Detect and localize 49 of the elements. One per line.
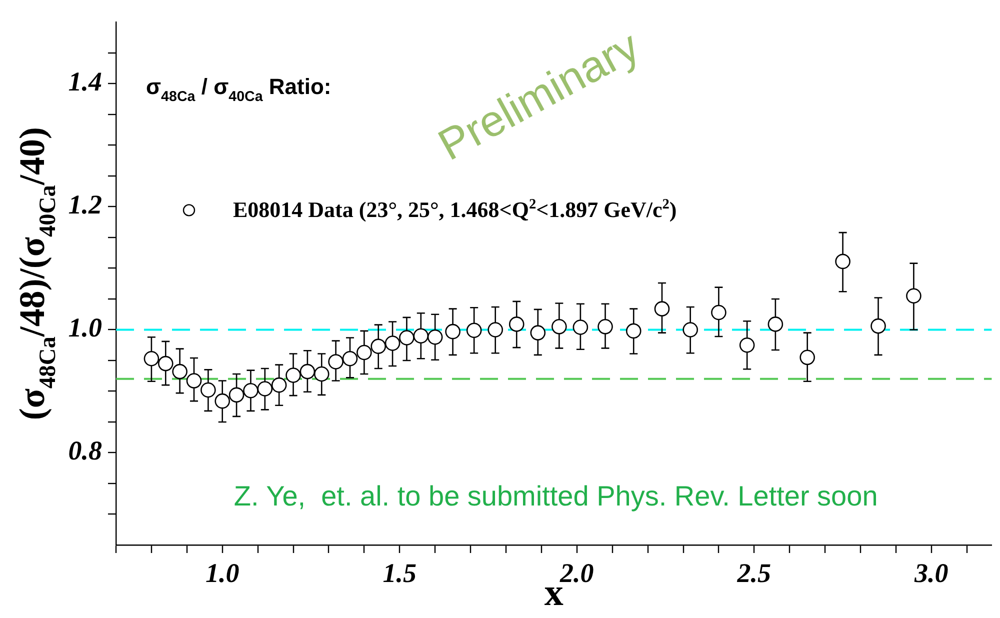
y-tick-label: 0.8 bbox=[68, 436, 102, 466]
point bbox=[200, 382, 216, 398]
x-tick-label: 1.5 bbox=[382, 558, 417, 588]
point bbox=[870, 318, 886, 334]
point bbox=[186, 373, 202, 388]
annotation: Z. Ye, et. al. to be submitted Phys. Rev. Letter soon bbox=[234, 480, 878, 512]
point bbox=[271, 377, 287, 393]
y-tick-label: 1.2 bbox=[68, 190, 102, 220]
point bbox=[384, 336, 400, 351]
point bbox=[144, 350, 160, 366]
point bbox=[835, 254, 850, 270]
point bbox=[370, 338, 386, 354]
y-axis-title: (σ48Ca/48)/(σ40Ca/40) bbox=[12, 127, 61, 420]
point bbox=[172, 364, 188, 380]
point bbox=[552, 319, 567, 334]
point bbox=[445, 324, 460, 340]
point bbox=[228, 387, 244, 403]
point bbox=[711, 304, 726, 320]
point bbox=[466, 322, 482, 338]
point bbox=[768, 316, 784, 332]
point bbox=[158, 356, 174, 372]
point bbox=[243, 382, 258, 398]
point bbox=[530, 325, 546, 340]
point bbox=[300, 364, 316, 380]
x-tick-label: 2.5 bbox=[736, 558, 772, 588]
point bbox=[314, 366, 330, 382]
point bbox=[214, 393, 230, 409]
point bbox=[626, 323, 642, 339]
point bbox=[399, 330, 414, 346]
point bbox=[508, 316, 524, 332]
point bbox=[682, 322, 698, 338]
y-tick-label: 1.0 bbox=[68, 312, 102, 343]
point bbox=[488, 322, 503, 338]
point bbox=[356, 344, 372, 360]
point bbox=[413, 328, 429, 344]
point bbox=[342, 350, 358, 366]
point bbox=[572, 320, 588, 335]
point bbox=[800, 350, 815, 366]
point bbox=[328, 354, 344, 370]
y-tick-label: 1.4 bbox=[68, 66, 102, 97]
x-tick-label: 3.0 bbox=[914, 558, 949, 588]
point bbox=[427, 329, 443, 345]
point bbox=[286, 368, 301, 383]
point bbox=[906, 288, 922, 304]
point bbox=[739, 337, 755, 353]
point bbox=[654, 301, 670, 316]
point bbox=[257, 381, 273, 396]
x-tick-label: 1.0 bbox=[205, 558, 240, 588]
point bbox=[598, 319, 613, 334]
